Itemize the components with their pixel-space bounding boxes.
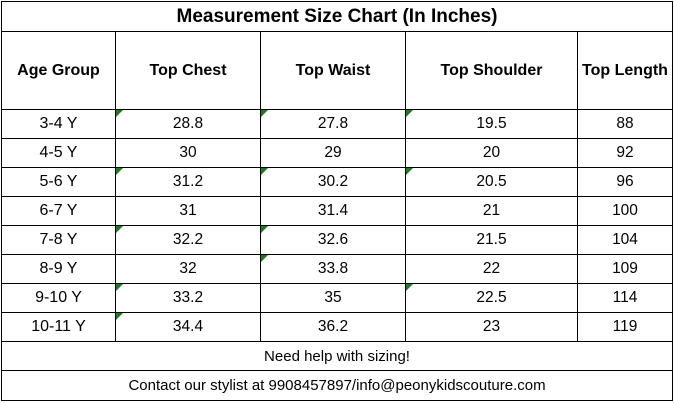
chest-cell: 34.4 bbox=[115, 312, 261, 342]
waist-cell: 29 bbox=[260, 138, 406, 168]
age-cell: 6-7 Y bbox=[1, 196, 116, 226]
shoulder-value: 19.5 bbox=[476, 115, 507, 132]
shoulder-value: 20.5 bbox=[476, 173, 507, 190]
error-flag-icon bbox=[261, 255, 268, 262]
chest-value: 32.2 bbox=[172, 231, 204, 248]
error-flag-icon bbox=[116, 313, 123, 320]
shoulder-cell: 20.5 bbox=[405, 167, 578, 197]
table-row: 7-8 Y 32.2 32.6 21.5 104 bbox=[1, 225, 674, 255]
title-row: Measurement Size Chart (In Inches) bbox=[0, 1, 674, 32]
chest-value: 28.8 bbox=[172, 115, 204, 132]
shoulder-value: 22.5 bbox=[476, 289, 507, 306]
error-flag-icon bbox=[116, 226, 123, 233]
age-cell: 9-10 Y bbox=[1, 283, 116, 313]
waist-cell: 36.2 bbox=[260, 312, 406, 342]
age-cell: 3-4 Y bbox=[1, 109, 116, 139]
error-flag-icon bbox=[261, 168, 268, 175]
shoulder-cell: 22 bbox=[405, 254, 578, 284]
header-row: Age Group Top Chest Top Waist Top Should… bbox=[1, 31, 674, 110]
shoulder-cell: 23 bbox=[405, 312, 578, 342]
error-flag-icon bbox=[406, 110, 413, 117]
table-row: 9-10 Y 33.2 35 22.5 114 bbox=[1, 283, 674, 313]
shoulder-cell: 21.5 bbox=[405, 225, 578, 255]
table-row: 6-7 Y 31 31.4 21 100 bbox=[1, 196, 674, 226]
header-age-group: Age Group bbox=[1, 31, 116, 110]
age-cell: 7-8 Y bbox=[1, 225, 116, 255]
table-row: 3-4 Y 28.8 27.8 19.5 88 bbox=[1, 109, 674, 139]
waist-value: 33.8 bbox=[317, 260, 349, 277]
contact-row: Contact our stylist at 9908457897/info@p… bbox=[0, 370, 674, 401]
error-flag-icon bbox=[261, 110, 268, 117]
table-row: 8-9 Y 32 33.8 22 109 bbox=[1, 254, 674, 284]
waist-cell: 35 bbox=[260, 283, 406, 313]
waist-cell: 33.8 bbox=[260, 254, 406, 284]
chest-cell: 31.2 bbox=[115, 167, 261, 197]
age-cell: 4-5 Y bbox=[1, 138, 116, 168]
error-flag-icon bbox=[116, 168, 123, 175]
table-row: 5-6 Y 31.2 30.2 20.5 96 bbox=[1, 167, 674, 197]
error-flag-icon bbox=[116, 284, 123, 291]
length-cell: 92 bbox=[576, 138, 674, 168]
length-cell: 104 bbox=[576, 225, 674, 255]
chest-cell: 30 bbox=[115, 138, 261, 168]
shoulder-cell: 22.5 bbox=[405, 283, 578, 313]
length-cell: 96 bbox=[576, 167, 674, 197]
waist-value: 32.6 bbox=[317, 231, 349, 248]
header-top-length: Top Length bbox=[576, 31, 674, 110]
header-top-shoulder: Top Shoulder bbox=[405, 31, 578, 110]
chest-value: 34.4 bbox=[172, 318, 204, 335]
age-cell: 10-11 Y bbox=[1, 312, 116, 342]
waist-value: 27.8 bbox=[317, 115, 349, 132]
waist-cell: 32.6 bbox=[260, 225, 406, 255]
length-cell: 119 bbox=[576, 312, 674, 342]
chest-cell: 28.8 bbox=[115, 109, 261, 139]
waist-cell: 27.8 bbox=[260, 109, 406, 139]
chest-value: 31.2 bbox=[172, 173, 204, 190]
waist-cell: 31.4 bbox=[260, 196, 406, 226]
length-cell: 100 bbox=[576, 196, 674, 226]
help-text: Need help with sizing! bbox=[0, 341, 674, 371]
contact-text: Contact our stylist at 9908457897/info@p… bbox=[0, 370, 674, 401]
length-cell: 109 bbox=[576, 254, 674, 284]
table-row: 4-5 Y 30 29 20 92 bbox=[1, 138, 674, 168]
error-flag-icon bbox=[261, 226, 268, 233]
chart-title: Measurement Size Chart (In Inches) bbox=[0, 1, 674, 32]
chest-cell: 31 bbox=[115, 196, 261, 226]
waist-value: 30.2 bbox=[317, 173, 349, 190]
length-cell: 114 bbox=[576, 283, 674, 313]
table-row: 10-11 Y 34.4 36.2 23 119 bbox=[1, 312, 674, 342]
chest-cell: 32 bbox=[115, 254, 261, 284]
header-top-chest: Top Chest bbox=[115, 31, 261, 110]
waist-cell: 30.2 bbox=[260, 167, 406, 197]
shoulder-cell: 19.5 bbox=[405, 109, 578, 139]
shoulder-cell: 21 bbox=[405, 196, 578, 226]
help-row: Need help with sizing! bbox=[0, 341, 674, 371]
header-top-waist: Top Waist bbox=[260, 31, 406, 110]
error-flag-icon bbox=[406, 284, 413, 291]
age-cell: 5-6 Y bbox=[1, 167, 116, 197]
chest-cell: 32.2 bbox=[115, 225, 261, 255]
chest-cell: 33.2 bbox=[115, 283, 261, 313]
error-flag-icon bbox=[406, 168, 413, 175]
error-flag-icon bbox=[116, 110, 123, 117]
length-cell: 88 bbox=[576, 109, 674, 139]
shoulder-cell: 20 bbox=[405, 138, 578, 168]
chest-value: 33.2 bbox=[172, 289, 204, 306]
age-cell: 8-9 Y bbox=[1, 254, 116, 284]
